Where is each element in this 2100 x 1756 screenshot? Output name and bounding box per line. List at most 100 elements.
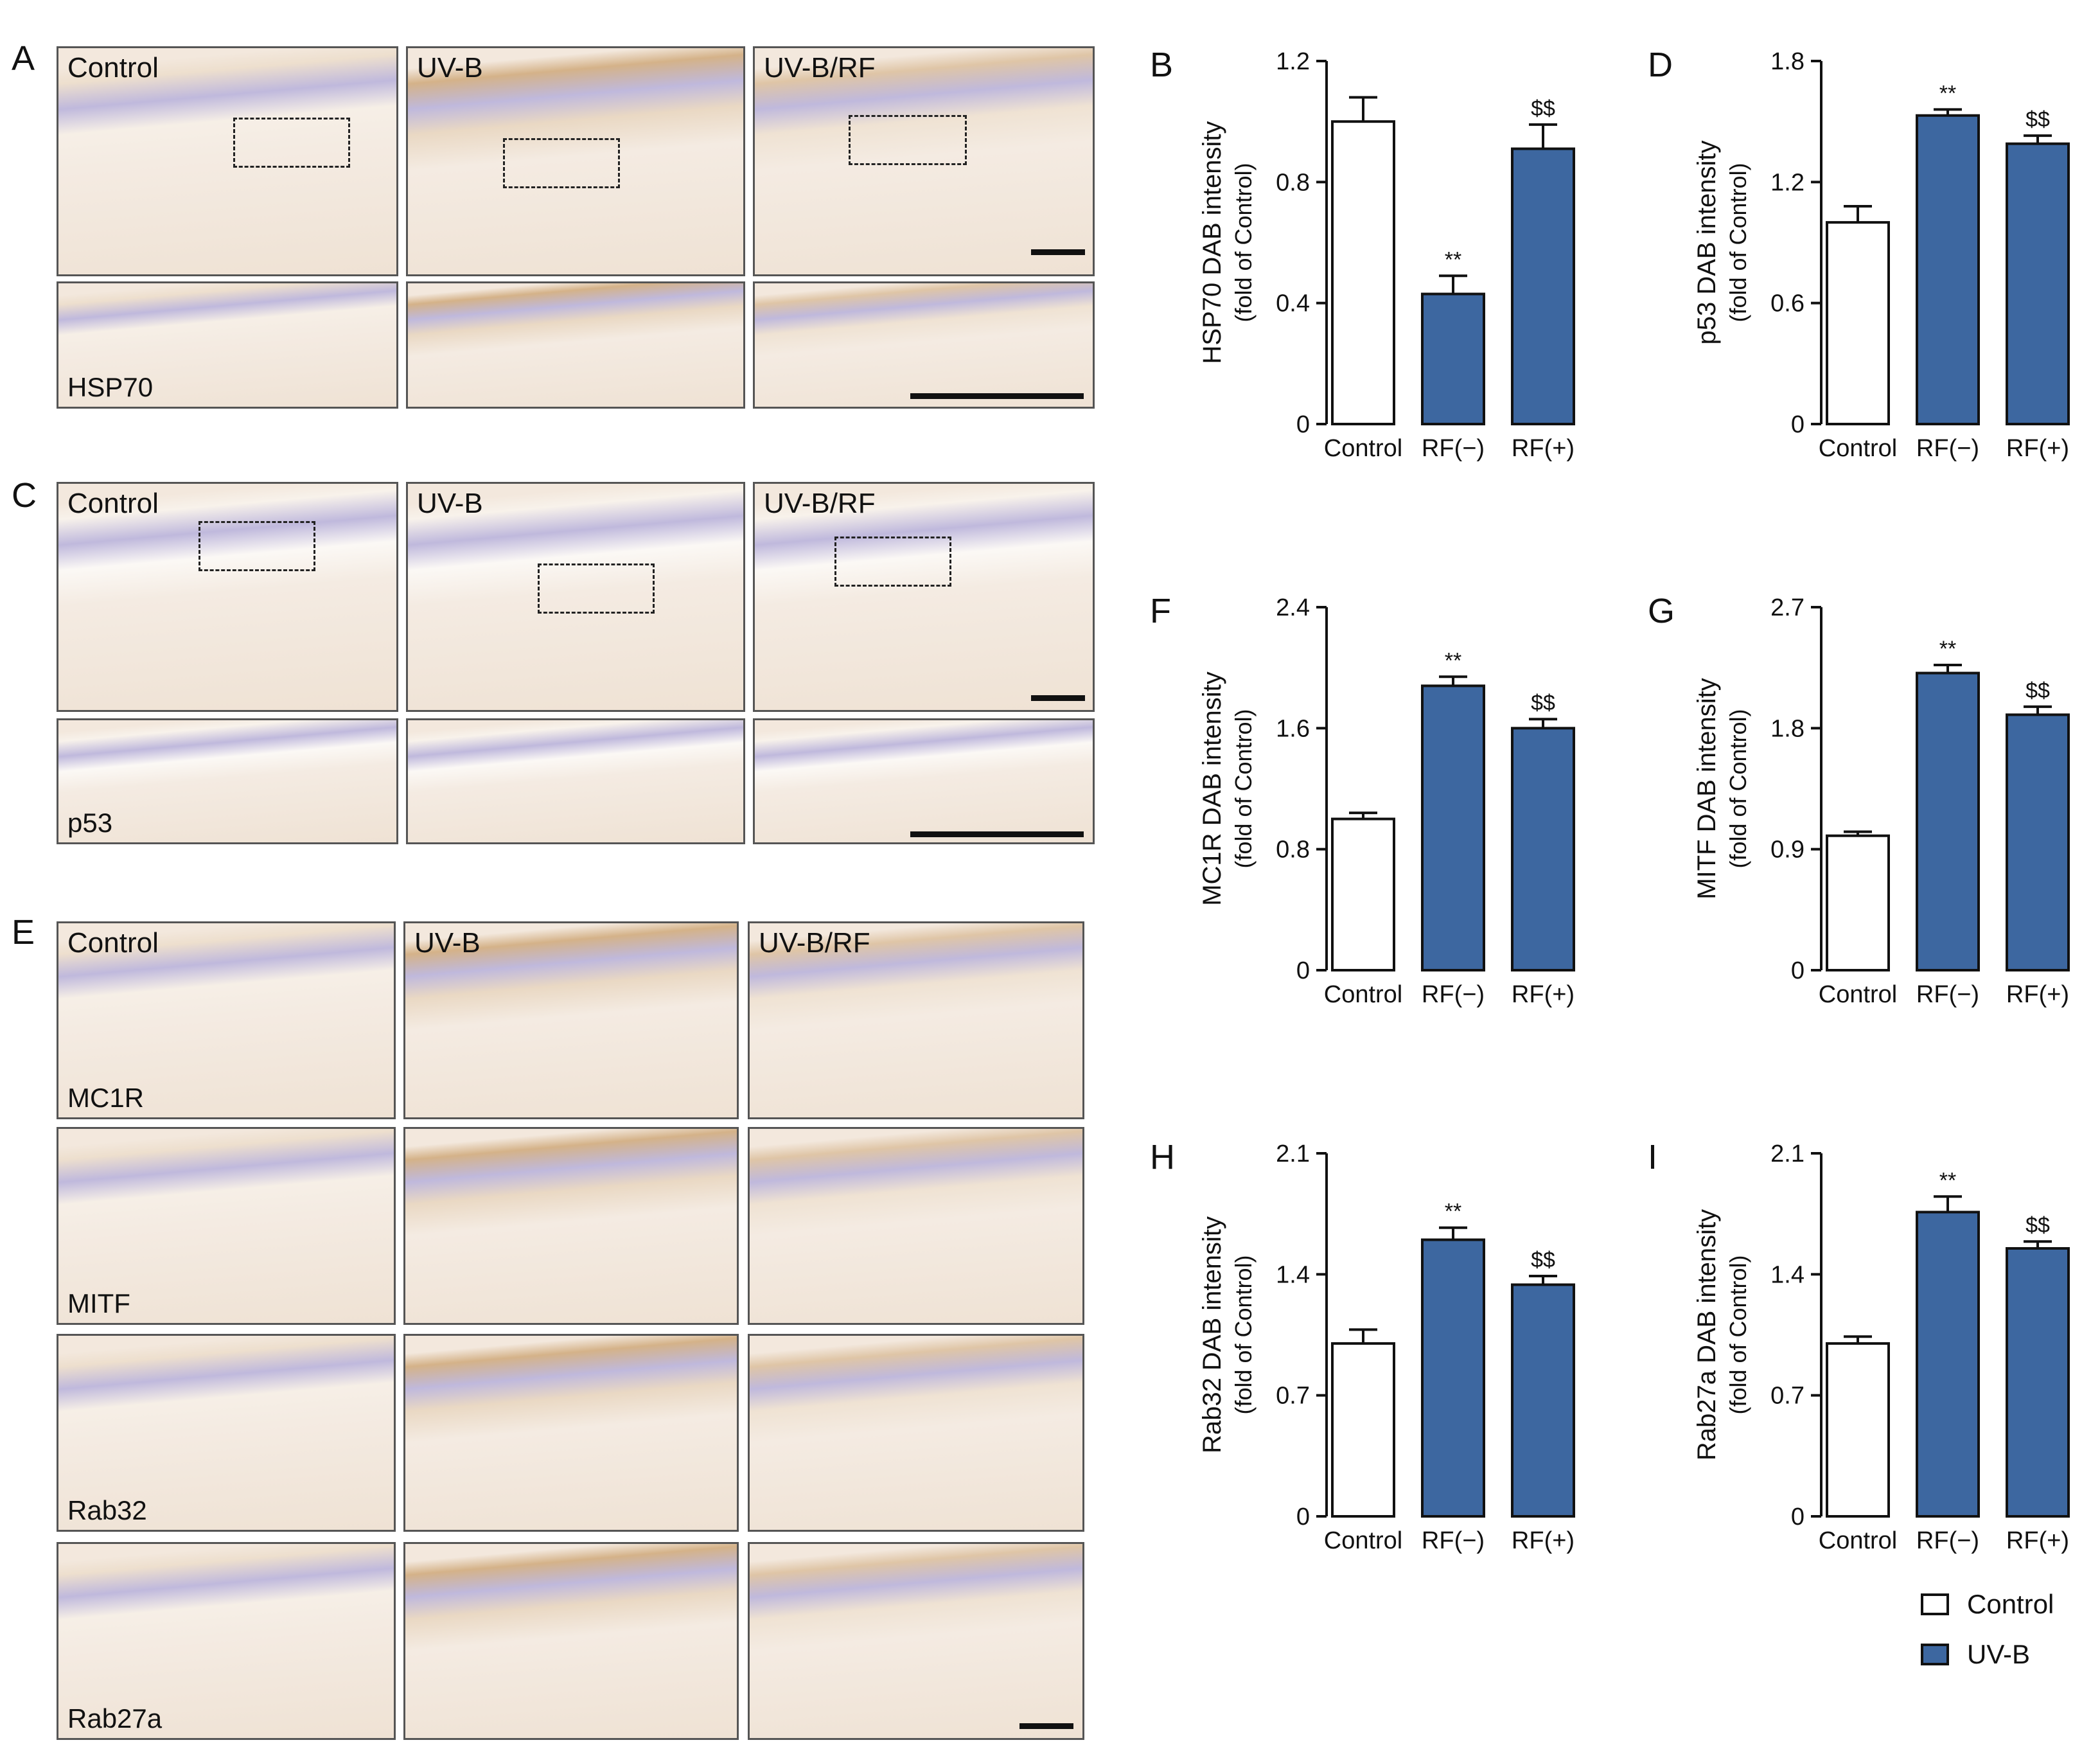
region-of-interest-box [199, 521, 315, 571]
bar-control [1826, 221, 1890, 425]
panel-letter-d: D [1648, 46, 1673, 84]
bar-rf-plus [2006, 1246, 2070, 1518]
marker-label: MITF [67, 1288, 130, 1318]
y-axis-label-units: (fold of Control) [1725, 709, 1751, 868]
micrograph-hsp70-uvb-zoom [406, 281, 745, 409]
panel-letter-e: E [12, 913, 35, 952]
bar-rf-minus [1916, 1211, 1980, 1518]
scale-bar [1031, 249, 1085, 255]
y-axis-label-units: (fold of Control) [1725, 163, 1751, 322]
y-tick-label: 2.1 [1276, 1140, 1310, 1167]
x-category-label: RF(−) [1916, 1527, 1979, 1554]
chart-i-rab27a: Rab27a DAB intensity (fold of Control) 0 0.… [1670, 1131, 2094, 1568]
chart-d-p53: p53 DAB intensity (fold of Control) 0 0.6 1.… [1670, 39, 2094, 475]
x-category-label: RF(+) [1512, 981, 1575, 1008]
condition-label: Control [67, 52, 159, 84]
y-axis-label: Rab32 DAB intensity [1198, 1216, 1226, 1453]
y-axis-label: HSP70 DAB intensity [1198, 121, 1226, 364]
significance-marker: ** [1445, 247, 1461, 272]
legend-label-control: Control [1967, 1589, 2054, 1619]
scale-bar [910, 393, 1084, 399]
y-tick-label: 0.8 [1276, 169, 1310, 196]
y-tick-label: 1.6 [1276, 715, 1310, 742]
panel-letter-c: C [12, 476, 37, 515]
region-of-interest-box [503, 138, 620, 188]
y-tick-label: 1.4 [1770, 1261, 1804, 1288]
micrograph-hsp70-uvb-rf-zoom [753, 281, 1095, 409]
y-axis-label: MC1R DAB intensity [1198, 671, 1226, 906]
micrograph-mc1r-uvb: UV-B [403, 921, 739, 1119]
bar-rf-plus [1511, 727, 1575, 971]
y-axis-label: Rab27a DAB intensity [1693, 1209, 1721, 1460]
micrograph-mitf-control: MITF [57, 1127, 396, 1325]
micrograph-rab32-uvb-rf [748, 1334, 1084, 1532]
y-tick-label: 0 [1296, 1503, 1310, 1530]
scale-bar [1019, 1723, 1073, 1729]
micrograph-rab32-control: Rab32 [57, 1334, 396, 1532]
micrograph-p53-uvb-rf: UV-B/RF [753, 482, 1095, 712]
y-axis-label-units: (fold of Control) [1230, 709, 1257, 868]
bar-rf-minus [1421, 684, 1485, 972]
y-tick-label: 1.8 [1770, 48, 1804, 75]
y-tick-label: 0 [1296, 411, 1310, 438]
micrograph-mc1r-uvb-rf: UV-B/RF [748, 921, 1084, 1119]
y-tick-label: 0.7 [1770, 1383, 1804, 1410]
x-category-label: Control [1324, 981, 1403, 1008]
significance-marker: ** [1939, 637, 1956, 661]
x-category-label: RF(+) [2006, 1527, 2069, 1554]
legend-swatch-control [1921, 1593, 1949, 1615]
bar-control [1331, 817, 1395, 972]
marker-label: Rab27a [67, 1703, 163, 1734]
chart-f-mc1r: MC1R DAB intensity (fold of Control) 0 0.8 1… [1176, 585, 1600, 1022]
chart-b-hsp70: HSP70 DAB intensity (fold of Control) 0 0.4… [1176, 39, 1600, 475]
condition-label: Control [67, 927, 159, 959]
bar-rf-minus [1421, 292, 1485, 425]
bar-control [1826, 1342, 1890, 1518]
panel-letter-h: H [1150, 1138, 1175, 1176]
micrograph-hsp70-control: Control [57, 46, 398, 276]
bar-rf-plus [1511, 1283, 1575, 1518]
chart-svg-f: MC1R DAB intensity (fold of Control) 0 0.8 1… [1198, 594, 1575, 1008]
y-tick-label: 2.1 [1770, 1140, 1804, 1167]
panel-letter-f: F [1150, 592, 1171, 630]
micrograph-rab27a-uvb-rf [748, 1542, 1084, 1740]
significance-marker: $$ [1531, 691, 1555, 715]
panel-letter-i: I [1648, 1138, 1658, 1176]
significance-marker: $$ [1531, 1248, 1555, 1272]
micrograph-hsp70-uvb: UV-B [406, 46, 745, 276]
y-tick-label: 0.9 [1770, 837, 1804, 864]
micrograph-p53-uvb: UV-B [406, 482, 745, 712]
bar-control [1331, 1342, 1395, 1518]
panel-letter-g: G [1648, 592, 1675, 630]
chart-svg-i: Rab27a DAB intensity (fold of Control) 0 0.… [1693, 1140, 2070, 1554]
x-category-label: RF(+) [1512, 1527, 1575, 1554]
bar-rf-plus [2006, 713, 2070, 971]
bar-control [1331, 120, 1395, 426]
y-tick-label: 1.2 [1276, 48, 1310, 75]
x-category-label: RF(−) [1422, 1527, 1485, 1554]
x-category-label: Control [1324, 435, 1403, 462]
micrograph-p53-uvb-zoom [406, 718, 745, 844]
micrograph-p53-control-zoom: p53 [57, 718, 398, 844]
chart-svg-d: p53 DAB intensity (fold of Control) 0 0.6 1.… [1693, 48, 2070, 462]
region-of-interest-box [233, 118, 350, 168]
x-category-label: Control [1819, 1527, 1898, 1554]
micrograph-mitf-uvb-rf [748, 1127, 1084, 1325]
chart-svg-b: HSP70 DAB intensity (fold of Control) 0 0.4… [1198, 48, 1575, 462]
micrograph-p53-uvb-rf-zoom [753, 718, 1095, 844]
y-tick-label: 0.6 [1770, 290, 1804, 317]
panel-letter-a: A [12, 39, 35, 78]
y-tick-label: 0 [1791, 1503, 1804, 1530]
y-axis-label-units: (fold of Control) [1230, 163, 1257, 322]
significance-marker: ** [1445, 1200, 1461, 1224]
y-tick-label: 0 [1791, 957, 1804, 984]
micrograph-rab27a-uvb [403, 1542, 739, 1740]
marker-label: Rab32 [67, 1495, 147, 1525]
scale-bar [910, 831, 1084, 837]
x-category-label: RF(−) [1916, 981, 1979, 1008]
region-of-interest-box [834, 537, 951, 587]
micrograph-rab32-uvb [403, 1334, 739, 1532]
significance-marker: $$ [2025, 678, 2050, 703]
bar-rf-plus [2006, 142, 2070, 425]
y-axis-label-units: (fold of Control) [1230, 1255, 1257, 1414]
